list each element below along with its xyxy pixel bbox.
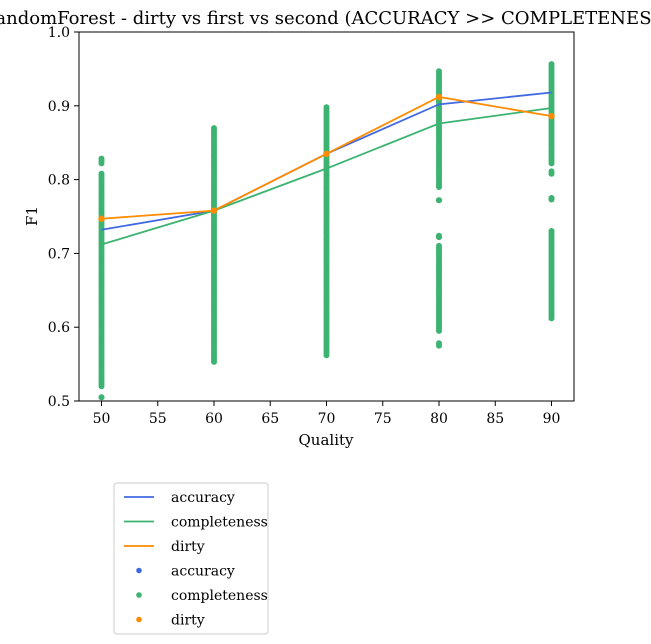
legend: accuracy completeness dirty accuracy complet… xyxy=(113,482,269,635)
x-tick-label: 65 xyxy=(261,411,279,427)
scatter-point-completeness xyxy=(98,170,105,177)
x-tick-label: 85 xyxy=(486,411,504,427)
y-tick-label: 0.9 xyxy=(48,99,70,115)
legend-label-completeness: completeness xyxy=(171,588,268,604)
x-tick-label: 60 xyxy=(205,411,223,427)
scatter-point-completeness xyxy=(211,125,217,132)
scatter-point-completeness xyxy=(548,195,555,202)
y-tick-label: 0.8 xyxy=(48,173,70,189)
legend-label-completeness: completeness xyxy=(171,515,268,531)
y-axis: 0.5 0.6 0.7 0.8 0.9 1.0 xyxy=(48,25,79,410)
legend-label-dirty: dirty xyxy=(171,613,205,629)
scatter-point-completeness xyxy=(548,227,555,234)
x-tick-label: 70 xyxy=(318,411,336,427)
scatter-point-dirty xyxy=(210,207,218,214)
scatter-point-completeness xyxy=(548,168,555,175)
x-axis: 50 55 60 65 70 75 80 85 90 xyxy=(93,401,561,427)
chart-title: RandomForest - dirty vs first vs second … xyxy=(0,8,651,29)
x-tick-label: 90 xyxy=(543,411,561,427)
scatter-point-completeness xyxy=(323,104,330,111)
y-tick-label: 0.7 xyxy=(48,246,70,262)
scatter-point-dirty xyxy=(98,215,105,222)
scatter-point-completeness xyxy=(98,155,105,162)
scatter-point-dirty xyxy=(435,93,443,101)
scatter-point-dirty xyxy=(323,150,330,157)
legend-label-accuracy: accuracy xyxy=(171,490,235,506)
legend-label-accuracy: accuracy xyxy=(171,564,235,580)
x-tick-label: 75 xyxy=(374,411,392,427)
scatter-point-completeness xyxy=(548,61,555,68)
scatter-point-completeness xyxy=(436,68,442,75)
scatter-point-dirty xyxy=(548,112,555,120)
scatter-point-completeness xyxy=(436,340,442,347)
legend-dot-dirty xyxy=(136,616,142,623)
x-tick-label: 50 xyxy=(93,411,111,427)
series-line-completeness xyxy=(101,107,552,246)
legend-label-dirty: dirty xyxy=(171,539,205,555)
scatter-point-completeness xyxy=(436,232,442,239)
y-tick-label: 0.5 xyxy=(48,394,70,410)
plot-area xyxy=(98,61,555,401)
y-tick-label: 1.0 xyxy=(48,25,70,41)
scatter-point-completeness xyxy=(98,394,105,401)
x-tick-label: 80 xyxy=(430,411,448,427)
legend-dot-accuracy xyxy=(136,567,142,574)
scatter-point-completeness xyxy=(436,197,442,204)
scatter-point-completeness xyxy=(436,242,442,249)
legend-dot-completeness xyxy=(136,592,142,598)
y-tick-label: 0.6 xyxy=(48,320,70,336)
x-tick-label: 55 xyxy=(149,411,167,427)
x-axis-label: Quality xyxy=(299,431,355,449)
y-axis-label: F1 xyxy=(23,206,41,226)
